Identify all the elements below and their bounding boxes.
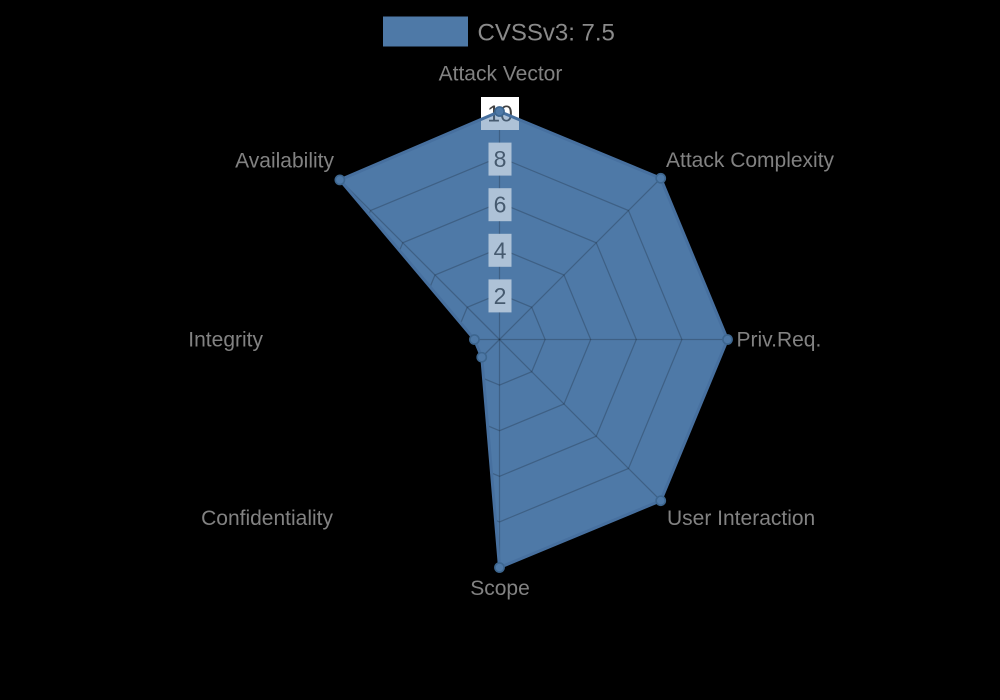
grid-ring (362, 202, 637, 477)
radar-markers (334, 106, 733, 573)
grid-ring (407, 247, 592, 432)
grid-spoke (337, 339, 500, 502)
vertex-marker (655, 495, 667, 507)
grid-spoke (499, 339, 662, 502)
radial-tick-labels: 246810 (481, 97, 519, 313)
legend-swatch (383, 16, 468, 47)
axis-label-attack-vector: Attack Vector (439, 63, 563, 86)
radial-tick-label: 8 (494, 146, 507, 172)
grid-spoke (337, 177, 500, 340)
legend-label: CVSSv3: 7.5 (478, 20, 615, 47)
tick-label-box (488, 233, 512, 267)
axis-label-integrity: Integrity (188, 329, 263, 352)
grid-ring (316, 156, 683, 523)
tick-label-box (488, 279, 512, 313)
vertex-marker (494, 562, 505, 573)
axis-labels: Attack Vector Attack Complexity Priv.Req. U… (188, 63, 834, 601)
radar-fill-base (339, 111, 728, 568)
axis-label-availability: Availability (235, 150, 334, 173)
radar-fill-overlay (339, 111, 728, 568)
axis-label-priv-req: Priv.Req. (737, 329, 822, 352)
grid-spoke (499, 177, 662, 340)
vertex-marker (469, 334, 480, 345)
radial-tick-label: 4 (494, 237, 507, 263)
axis-label-attack-complexity: Attack Complexity (666, 149, 835, 172)
vertex-marker (655, 172, 667, 184)
vertex-marker (476, 351, 488, 363)
vertex-marker (494, 106, 505, 117)
axis-label-scope: Scope (470, 577, 530, 600)
tick-label-box (488, 188, 512, 222)
axis-label-user-interaction: User Interaction (667, 507, 815, 530)
legend: CVSSv3: 7.5 (383, 16, 615, 47)
vertex-marker (722, 334, 733, 345)
radial-tick-label: 2 (494, 283, 507, 309)
radial-tick-label: 6 (494, 192, 507, 218)
vertex-marker (334, 174, 346, 186)
axis-label-confidentiality: Confidentiality (201, 507, 333, 530)
grid-ring (453, 293, 546, 386)
tick-label-box (488, 142, 512, 176)
